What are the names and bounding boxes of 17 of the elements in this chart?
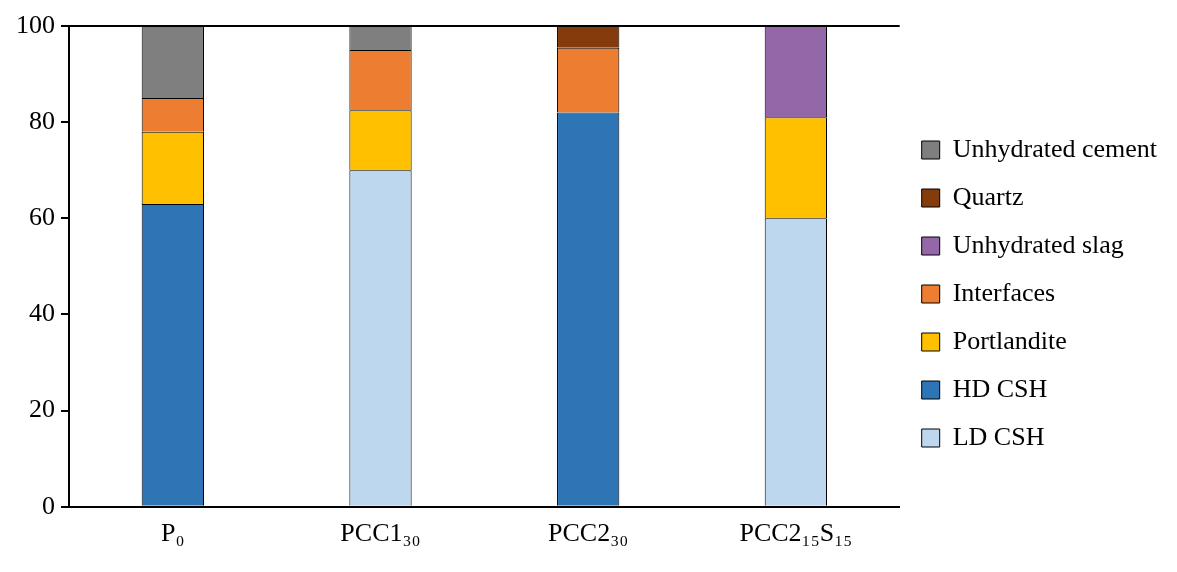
- legend-label: Unhydrated slag: [952, 229, 1124, 259]
- x-tick-label: P₀: [161, 518, 185, 548]
- legend-label: HD CSH: [952, 373, 1048, 403]
- y-tick-label: 80: [29, 105, 55, 135]
- y-tick-label: 0: [42, 490, 55, 520]
- y-tick-label: 60: [29, 202, 55, 232]
- x-tick-label: PCC1₃₀: [340, 518, 421, 548]
- y-tick-label: 40: [29, 298, 55, 328]
- y-tick-label: 100: [16, 9, 55, 39]
- x-tick-label: PCC2₁₅S₁₅: [739, 518, 853, 548]
- legend-label: Interfaces: [952, 277, 1056, 307]
- legend-label: Portlandite: [952, 325, 1067, 355]
- legend-label: LD CSH: [952, 421, 1045, 451]
- legend-label: Quartz: [952, 181, 1024, 211]
- x-tick-label: PCC2₃₀: [548, 518, 629, 548]
- legend-label: Unhydrated cement: [952, 133, 1158, 163]
- y-tick-label: 20: [29, 394, 55, 424]
